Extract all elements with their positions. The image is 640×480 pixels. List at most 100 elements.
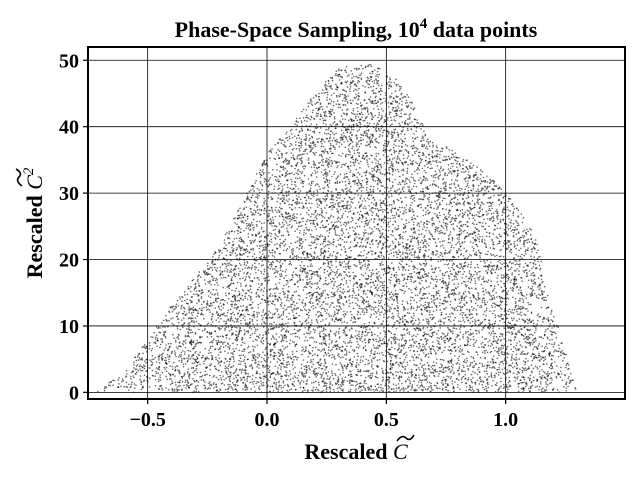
data-point [237,320,239,323]
data-point [320,154,323,157]
data-point [313,195,315,198]
data-point [502,325,505,328]
data-point [174,381,177,384]
data-point [386,286,389,289]
data-point [552,345,555,348]
data-point [420,379,422,382]
data-point [330,100,333,102]
data-point [190,286,192,288]
data-point [220,345,222,348]
data-point [372,272,375,275]
data-point [388,106,390,108]
data-point [439,370,442,372]
data-point [387,221,390,224]
data-point [184,381,187,383]
data-point [231,387,233,389]
data-point [293,324,296,326]
data-point [371,325,374,328]
data-point [408,265,410,267]
data-point [531,384,534,387]
data-point [450,183,453,185]
data-point [401,303,404,306]
data-point [355,364,358,366]
data-point [267,197,270,199]
data-point [256,260,258,262]
data-point [345,153,347,156]
data-point [362,292,365,295]
data-point [537,313,540,315]
data-point [361,389,363,391]
data-point [375,338,377,340]
data-point [383,97,385,100]
data-point [324,171,327,173]
data-point [323,216,326,219]
data-point [277,313,280,316]
data-point [339,103,341,106]
data-point [411,173,413,176]
data-point [204,273,206,276]
data-point [417,122,420,124]
data-point [300,120,303,122]
data-point [471,207,474,210]
data-point [347,178,350,181]
data-point [355,67,358,70]
data-point [485,192,488,195]
data-point [290,152,292,154]
data-point [224,357,227,360]
data-point [451,264,454,267]
data-point [312,163,315,166]
data-point [190,317,192,320]
data-point [319,312,322,314]
data-point [242,354,245,356]
data-point [277,390,279,393]
data-point [315,102,318,104]
data-point [410,289,412,291]
data-point [314,388,317,391]
data-point [333,134,335,136]
data-point [487,212,489,215]
data-point [267,332,270,334]
data-point [324,289,326,292]
data-point [493,332,495,335]
data-point [388,113,391,116]
data-point [332,377,335,380]
data-point [306,276,309,278]
data-point [458,221,460,224]
data-point [391,346,393,349]
data-point [396,158,398,160]
data-point [140,369,143,372]
data-point [476,373,479,375]
data-point [365,189,368,191]
data-point [351,219,354,222]
data-point [216,292,219,294]
data-point [459,193,462,195]
data-point [210,363,213,365]
data-point [513,240,516,243]
data-point [427,352,430,355]
data-point [493,376,496,379]
data-point [414,152,416,155]
data-point [522,266,525,268]
data-point [527,249,529,252]
data-point [226,231,228,234]
data-point [180,389,183,392]
data-point [468,311,471,313]
data-point [278,211,281,214]
data-point [327,216,330,219]
data-point [472,164,475,167]
data-point [443,376,445,379]
data-point [389,390,391,393]
data-point [451,266,453,269]
data-point [472,195,474,197]
data-point [323,360,326,362]
data-point [453,390,455,392]
data-point [507,269,510,271]
data-point [246,244,249,247]
data-point [265,183,267,185]
data-point [320,320,322,323]
data-point [506,390,508,393]
data-point [155,361,158,363]
data-point [385,149,388,151]
data-point [395,150,398,153]
data-point [293,219,296,222]
